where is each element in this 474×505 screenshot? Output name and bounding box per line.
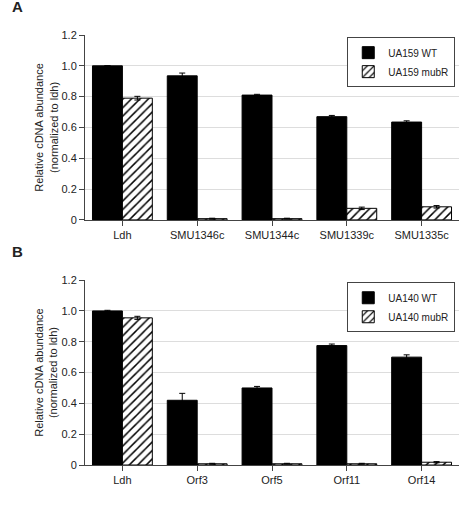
- svg-text:1.0: 1.0: [62, 305, 77, 317]
- svg-text:Ldh: Ldh: [113, 229, 131, 241]
- svg-text:Orf3: Orf3: [186, 474, 207, 486]
- svg-text:Orf11: Orf11: [333, 474, 360, 486]
- svg-text:SMU1339c: SMU1339c: [320, 229, 375, 241]
- svg-text:SMU1335c: SMU1335c: [394, 229, 449, 241]
- svg-text:Orf5: Orf5: [261, 474, 282, 486]
- svg-text:B: B: [12, 243, 23, 260]
- svg-text:A: A: [12, 0, 23, 15]
- svg-text:1.2: 1.2: [62, 29, 77, 41]
- svg-text:0: 0: [71, 214, 77, 226]
- svg-text:1.0: 1.0: [62, 60, 77, 72]
- svg-text:UA159 WT: UA159 WT: [388, 48, 437, 59]
- svg-text:SMU1346c: SMU1346c: [170, 229, 225, 241]
- svg-text:SMU1344c: SMU1344c: [245, 229, 300, 241]
- svg-text:0.8: 0.8: [62, 336, 77, 348]
- svg-text:Relative cDNA abundance(normal: Relative cDNA abundance(normalized to ld…: [33, 308, 59, 436]
- svg-text:0.4: 0.4: [62, 397, 77, 409]
- svg-text:Orf14: Orf14: [408, 474, 436, 486]
- svg-text:0: 0: [71, 459, 77, 471]
- svg-text:0.2: 0.2: [62, 183, 77, 195]
- svg-text:0.6: 0.6: [62, 366, 77, 378]
- svg-text:UA159 mubR: UA159 mubR: [388, 67, 448, 78]
- svg-text:0.2: 0.2: [62, 428, 77, 440]
- svg-text:0.6: 0.6: [62, 121, 77, 133]
- svg-text:0.4: 0.4: [62, 152, 77, 164]
- svg-text:UA140 WT: UA140 WT: [388, 293, 437, 304]
- svg-text:Ldh: Ldh: [113, 474, 131, 486]
- svg-text:Relative cDNA abundance(normal: Relative cDNA abundance(normalized to ld…: [33, 63, 59, 191]
- svg-text:0.8: 0.8: [62, 90, 77, 102]
- svg-text:UA140 mubR: UA140 mubR: [388, 312, 448, 323]
- svg-text:1.2: 1.2: [62, 274, 77, 286]
